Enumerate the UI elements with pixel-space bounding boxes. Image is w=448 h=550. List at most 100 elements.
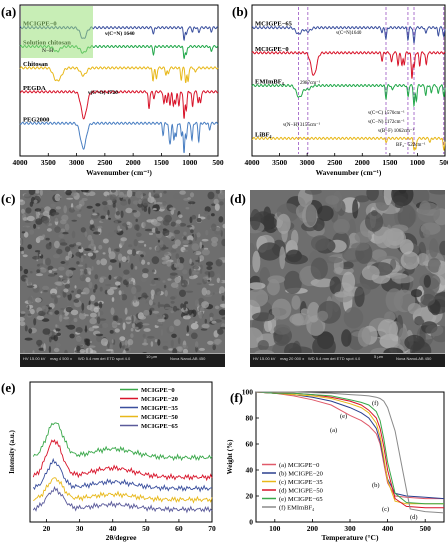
sem-meta-4: spot 4.0 — [116, 356, 131, 361]
y-axis-label: Intensity (a.u.) — [8, 429, 16, 473]
series-line — [255, 391, 445, 500]
x-tick-label: 1500 — [154, 158, 169, 167]
annotation: ν(C−N) 1172cm⁻¹ — [368, 119, 405, 125]
legend-label: MCIGPE−50 — [141, 414, 178, 421]
sem-scale-text: 5 μm — [374, 354, 383, 359]
sem-meta-0: HV 15.00 kV — [23, 356, 46, 361]
x-tick-label: 70 — [208, 524, 216, 533]
plot-frame — [19, 4, 219, 157]
series-line — [251, 25, 446, 44]
x-tick-label: 200 — [307, 524, 319, 533]
series-line — [19, 66, 219, 84]
annotation: ν(C=C) 1570cm⁻¹ — [368, 110, 405, 116]
series-label: PEGDA — [23, 85, 46, 92]
x-tick-label: 4000 — [13, 158, 28, 167]
x-tick-label: 1500 — [382, 158, 397, 167]
sem-scale-text: 10 μm — [146, 354, 158, 359]
series-label: EMImBF₄ — [255, 79, 284, 86]
annotation: ν(N−H) 3155cm⁻¹ — [283, 122, 321, 128]
series-label: MCIGPE−65 — [255, 21, 293, 28]
series-line — [32, 422, 213, 462]
x-tick-label: 3000 — [300, 158, 315, 167]
sem-image-c: HV 15.00 kV mag 4 500 x WD 5.4 mm det ET… — [20, 190, 225, 367]
x-tick-label: 30 — [76, 524, 84, 533]
annotation: BF₄⁻ 522cm⁻¹ — [396, 142, 426, 148]
series-line — [32, 439, 213, 482]
sem-meta-6: Nova NanoLAB 450 — [170, 356, 206, 361]
tga-panel-f: 100 200 300 400 500 0 20 40 60 80 100 Temperature (… — [226, 388, 445, 542]
x-tick-label: 3000 — [69, 158, 84, 167]
x-tick-label: 1000 — [182, 158, 197, 167]
x-tick-label: 50 — [142, 524, 150, 533]
x-tick-label: 3500 — [272, 158, 287, 167]
panel-label-a: (a) — [1, 4, 16, 19]
sem-texture-c — [20, 190, 225, 357]
x-tick-label: 4000 — [245, 158, 260, 167]
x-tick-label: 1000 — [410, 158, 425, 167]
legend-label: MCIGPE−65 — [141, 423, 179, 430]
y-tick-label: 60 — [246, 440, 254, 449]
ir-panel-b: 4000 3500 3000 2500 2000 1500 1000 500 Wavenumbe… — [245, 4, 448, 177]
y-tick-label: 40 — [246, 466, 254, 475]
x-axis-label: 2θ/degree — [106, 533, 138, 542]
sem-info-bar-c: HV 15.00 kV mag 4 500 x WD 5.4 mm det ET… — [20, 353, 225, 367]
legend-label: (e) MCIGPE−65 — [279, 496, 323, 503]
annotation: ν(C=N)1640 — [336, 31, 362, 36]
x-tick-label: 20 — [43, 524, 51, 533]
x-axis-label: Temperature (°C) — [322, 533, 379, 542]
x-tick-label: 100 — [269, 524, 281, 533]
series-line — [255, 391, 444, 500]
sem-meta-3: det ETD — [100, 356, 115, 361]
series-label: MCIGPE−0 — [255, 46, 289, 53]
y-tick-label: 100 — [242, 388, 254, 397]
plot-frame — [251, 4, 446, 157]
legend-label: (d) MCIGPE−50 — [279, 488, 323, 495]
series-line — [255, 391, 444, 505]
sem-image-d: HV 15.00 kV mag 20 000 x WD 5.4 mm det E… — [250, 190, 445, 367]
series-line — [32, 485, 213, 514]
x-tick-label: 2500 — [327, 158, 342, 167]
y-tick-label: 20 — [246, 492, 254, 501]
series-line — [19, 121, 219, 154]
annotation: 2987cm⁻¹ — [300, 80, 321, 86]
curve-label: (f) — [372, 400, 379, 407]
legend-label: MCIGPE−20 — [141, 396, 178, 403]
series-label: PEG2000 — [23, 116, 49, 123]
panel-label-d: (d) — [230, 191, 246, 206]
x-tick-label: 2500 — [97, 158, 112, 167]
curve-label: (c) — [382, 506, 389, 513]
ir-panel-a: 4000 3500 3000 2500 2000 1500 1000 500 Wavenumbe… — [13, 4, 224, 177]
annotation: ν(B−F) 1062cm⁻¹ — [378, 128, 415, 134]
sem-meta-1: mag 4 500 x — [50, 356, 73, 361]
legend-label: MCIGPE−0 — [141, 387, 175, 394]
x-tick-label: 2000 — [126, 158, 141, 167]
sem-meta-2: WD 5.4 mm — [308, 356, 330, 361]
series-line — [20, 90, 219, 120]
sem-texture-d — [250, 190, 445, 364]
sem-meta-6: Nova NanoLAB 450 — [396, 356, 432, 361]
curve-label: (d) — [410, 514, 418, 521]
annotation: N−H — [42, 48, 53, 54]
curve-label: (a) — [330, 427, 337, 434]
highlight-region — [21, 6, 93, 58]
series-label: LiBF₄ — [255, 131, 271, 138]
legend-label: (b) MCIGPE−20 — [279, 471, 323, 478]
panel-label-c: (c) — [1, 191, 16, 206]
sem-meta-0: HV 15.00 kV — [253, 356, 276, 361]
x-tick-label: 40 — [109, 524, 117, 533]
x-tick-label: 500 — [420, 524, 432, 533]
x-tick-label: 3500 — [41, 158, 56, 167]
x-tick-label: 60 — [175, 524, 183, 533]
annotation: ν(C=O) 1720 — [87, 89, 118, 96]
legend-label: MCIGPE−35 — [141, 405, 179, 412]
x-tick-label: 500 — [439, 158, 448, 167]
sem-meta-1: mag 20 000 x — [280, 356, 305, 361]
y-axis-label: Weight (%) — [226, 439, 234, 474]
y-tick-label: 80 — [246, 414, 254, 423]
x-tick-label: 400 — [382, 524, 394, 533]
series-line — [251, 51, 446, 79]
x-tick-label: 2000 — [355, 158, 370, 167]
series-line — [33, 477, 213, 504]
panel-label-b: (b) — [232, 4, 248, 19]
